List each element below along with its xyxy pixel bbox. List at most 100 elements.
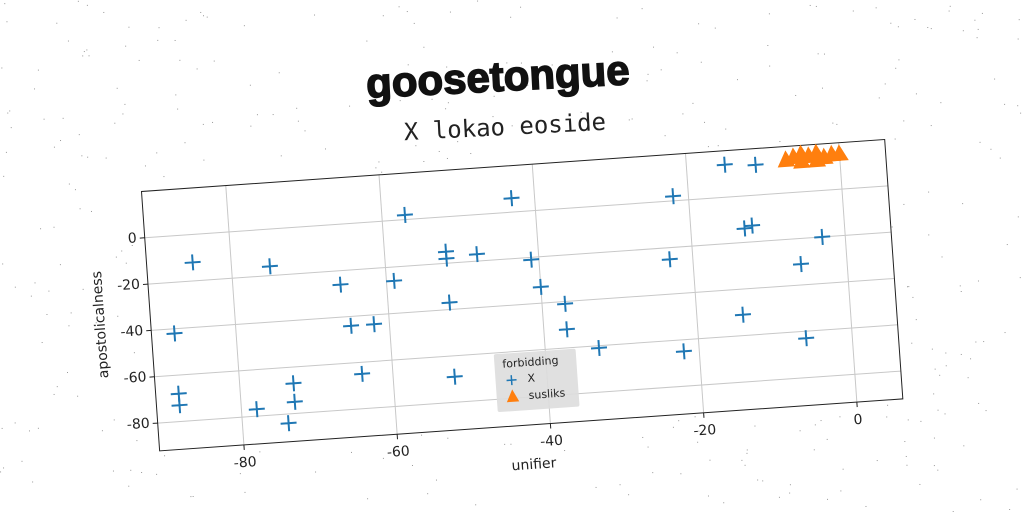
speckle (692, 102, 694, 104)
speckle (975, 341, 977, 343)
point (285, 375, 302, 392)
legend-marker (506, 375, 517, 386)
point (332, 276, 349, 293)
speckle (809, 4, 811, 6)
y-tick-label: 0 (127, 230, 137, 247)
point (590, 339, 608, 357)
speckle (736, 79, 738, 81)
speckle (435, 479, 437, 481)
speckle (903, 120, 905, 122)
speckle (912, 296, 914, 298)
speckle (698, 23, 700, 25)
speckle (1018, 19, 1020, 21)
point (286, 393, 303, 410)
speckle (934, 368, 936, 370)
y-tick-label: -60 (123, 369, 147, 387)
speckle (551, 64, 553, 66)
speckle (1009, 509, 1011, 511)
speckle (676, 52, 678, 54)
speckle (949, 5, 951, 7)
speckle (213, 60, 215, 62)
speckle (664, 135, 666, 137)
speckle (202, 123, 204, 125)
speckle (960, 353, 962, 355)
x-tick-label: 0 (853, 412, 863, 429)
speckle (95, 322, 97, 324)
speckle (878, 97, 880, 99)
x-tick-label: -40 (540, 433, 564, 451)
speckle (906, 464, 908, 466)
grid-line (147, 231, 892, 285)
speckle (930, 125, 932, 127)
speckle (427, 493, 429, 495)
speckle (709, 459, 711, 461)
speckle (826, 438, 828, 440)
speckle (46, 313, 48, 315)
speckle (48, 290, 50, 292)
speckle (1, 67, 3, 69)
speckle (595, 486, 597, 488)
speckle (457, 141, 459, 143)
speckle (886, 416, 888, 418)
speckle (1, 427, 3, 429)
speckle (446, 66, 448, 68)
speckle (382, 457, 384, 459)
speckle (908, 286, 910, 288)
speckle (905, 455, 907, 457)
speckle (678, 420, 680, 422)
point (184, 254, 201, 271)
speckle (350, 451, 352, 453)
speckle (887, 404, 889, 406)
speckle (128, 26, 130, 28)
speckle (1016, 488, 1018, 490)
speckle (449, 11, 451, 13)
speckle (407, 64, 409, 66)
speckle (895, 67, 897, 69)
speckle (616, 17, 618, 19)
y-tick-label: -20 (117, 277, 141, 295)
speckle (795, 94, 797, 96)
speckle (920, 420, 922, 422)
speckle (366, 40, 368, 42)
speckle (937, 409, 939, 411)
speckle (40, 228, 42, 230)
speckle (477, 0, 479, 2)
speckle (79, 208, 81, 210)
speckle (304, 130, 306, 132)
speckle (1006, 244, 1008, 246)
speckle (817, 53, 819, 55)
point (744, 217, 761, 234)
speckle (931, 348, 933, 350)
speckle (698, 430, 700, 432)
speckle (378, 161, 380, 163)
speckle (680, 473, 682, 475)
speckle (970, 358, 972, 360)
speckle (67, 372, 69, 374)
speckle (86, 49, 88, 51)
speckle (768, 13, 770, 15)
speckle (59, 264, 61, 266)
speckle (1020, 112, 1022, 114)
speckle (122, 113, 124, 115)
speckle (933, 437, 935, 439)
speckle (603, 118, 605, 120)
speckle (82, 55, 84, 57)
speckle (746, 449, 748, 451)
speckle (1004, 332, 1006, 334)
point (793, 151, 811, 169)
speckle (125, 45, 127, 47)
point (503, 190, 520, 207)
grid-line (225, 185, 245, 445)
speckle (43, 118, 45, 120)
speckle (842, 468, 844, 470)
speckle (32, 481, 34, 483)
speckle (7, 112, 9, 114)
speckle (823, 53, 825, 55)
speckle (928, 191, 930, 193)
point (248, 401, 265, 418)
speckle (647, 446, 649, 448)
grid-line (838, 142, 858, 403)
speckle (423, 46, 425, 48)
speckle (6, 21, 8, 23)
